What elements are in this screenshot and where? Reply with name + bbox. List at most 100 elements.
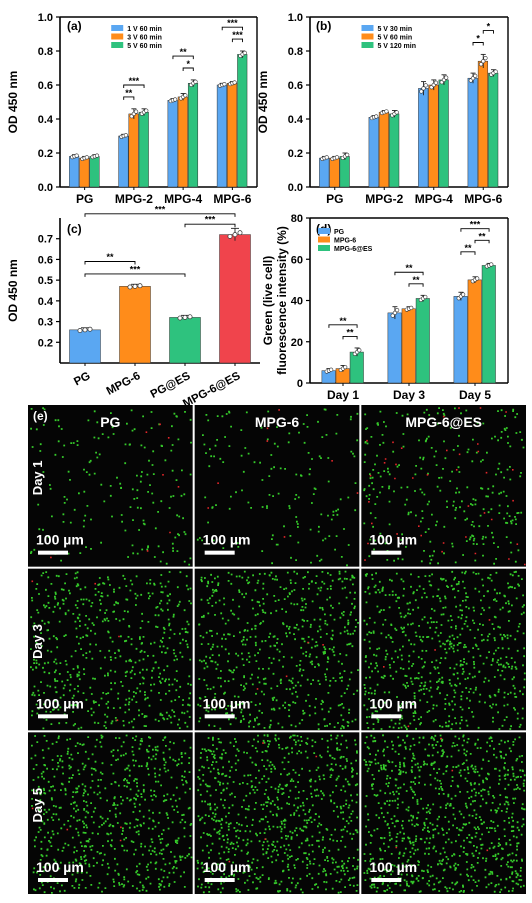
data-point [409,305,414,310]
bar [128,113,139,188]
significance-bracket [182,67,194,71]
y-tick-label: 0.8 [38,46,53,58]
bar [481,265,496,384]
data-point [419,89,424,94]
y-tick-label: 0.6 [288,80,303,92]
x-tick-label: PG [76,192,93,206]
bar [79,157,90,188]
significance-bracket [474,239,490,244]
legend-label: 5 V 60 min [377,35,412,42]
column-label: MPG-6 [255,414,300,430]
significance-label: ** [405,263,413,273]
bar [118,135,129,188]
scale-bar-label: 100 µm [36,532,84,548]
scale-bar-label: 100 µm [369,859,417,875]
row-label: Day 5 [30,788,45,823]
data-point [392,310,398,315]
y-tick-label: 0.4 [38,114,54,126]
y-tick-label: 0 [297,378,303,390]
legend-swatch [111,33,124,40]
micrograph-background [361,732,526,894]
data-point [433,80,439,85]
data-point [423,294,428,300]
data-point [483,56,488,61]
data-point [222,82,227,87]
legend-swatch [318,236,330,243]
scale-bar-label: 100 µm [36,859,84,875]
scale-bar-label: 100 µm [36,695,84,711]
micrograph-tile: 100 µm MPG-6 [194,405,360,567]
legend-swatch [111,25,124,31]
significance-bracket [84,213,236,217]
y-axis-label: OD 450 nm [6,71,20,134]
significance-bracket [123,84,145,88]
data-point [478,62,484,67]
legend-label: PG [334,229,345,236]
scale-bar [371,714,402,719]
data-point [421,86,426,91]
significance-label: *** [205,215,216,225]
data-point [87,326,93,332]
bar [237,54,248,188]
chart-panel-a: 0.0 0.2 0.4 0.6 0.8 1.0 OD 450 nm (a) PG MPG-2 MPG… [6,12,258,206]
live-cells [196,734,359,894]
y-axis-label: fluorescence intensity (%) [275,226,289,375]
bar [368,117,379,188]
bar [339,156,350,188]
bar [453,296,468,384]
legend-swatch [361,25,374,31]
significance-label: *** [130,264,141,274]
data-point [334,155,340,160]
row-label: Day 1 [30,460,45,495]
column-label: MPG-6@ES [405,414,482,430]
y-tick-label: 0.7 [38,234,53,246]
significance-label: * [186,59,190,69]
data-point [133,109,139,114]
scale-bar-label: 100 µm [203,859,251,875]
bar [467,279,482,384]
legend-swatch [361,42,374,48]
scale-bar-label: 100 µm [203,695,251,711]
significance-bracket [460,251,476,255]
y-tick-label: 0.4 [288,114,304,126]
legend-swatch [361,33,374,40]
x-tick-label: PG [326,192,343,206]
y-tick-label: 0.6 [38,254,53,266]
bar [227,83,238,188]
scale-bar [204,878,235,882]
y-tick-label: 0.6 [38,80,53,92]
data-point [187,314,193,320]
data-point [345,152,350,157]
data-point [182,314,188,320]
x-tick-label: Day 3 [393,388,425,402]
significance-bracket [460,228,490,232]
significance-label: ** [347,327,355,337]
bar [387,312,402,384]
significance-bracket [221,26,244,31]
y-tick-label: 0.0 [288,182,303,194]
chart-panel-d: 0 20 40 60 80 Green (live cell) fluorescence i… [261,213,509,402]
y-tick-label: 80 [291,213,303,225]
data-point [444,75,449,80]
bar [329,157,340,188]
y-tick-label: 0.4 [38,296,54,308]
data-point [374,114,379,119]
live-cells [363,407,525,565]
legend-label: 5 V 120 min [377,43,416,50]
y-tick-label: 0.3 [38,317,53,329]
bar [378,111,390,188]
significance-bracket [408,283,424,287]
data-point [461,292,466,297]
significance-label: *** [227,18,238,28]
bar [488,72,499,188]
legend-swatch [318,228,330,234]
significance-label: *** [155,204,166,214]
panel-label: (a) [67,19,82,33]
legend-swatch [318,245,330,251]
y-axis-label: OD 450 nm [256,71,270,134]
x-tick-label: MPG-6 [464,192,502,206]
micrograph-tile: 100 µm MPG-6@ES [361,405,526,567]
significance-label: *** [129,76,140,86]
